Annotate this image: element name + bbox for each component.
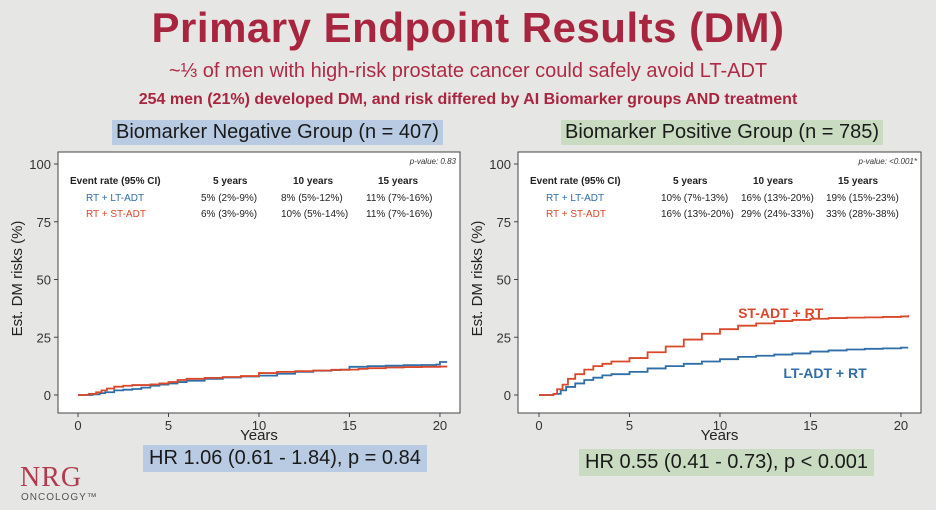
negative-group-label: Biomarker Negative Group (n = 407) [112,120,443,145]
table-cell: 11% (7%-16%) [366,193,433,204]
table-cell: 8% (5%-12%) [281,193,343,204]
x-tick-label: 10 [713,418,727,433]
table-header: 5 years [673,176,708,187]
y-tick-label: 75 [37,215,51,230]
negative-hr-label: HR 1.06 (0.61 - 1.84), p = 0.84 [143,445,427,472]
table-cell: 10% (7%-13%) [661,193,728,204]
table-cell: 16% (13%-20%) [661,209,734,220]
slide-title: Primary Endpoint Results (DM) [151,4,785,51]
table-header: 5 years [213,176,248,187]
series-annotation: ST-ADT + RT [738,305,824,321]
y-tick-label: 0 [504,388,511,403]
table-row-label: RT + LT-ADT [86,193,144,204]
x-tick-label: 15 [342,418,356,433]
table-cell: 19% (15%-23%) [826,193,899,204]
slide-subtitle-2: 254 men (21%) developed DM, and risk dif… [138,91,798,108]
table-row-label: RT + ST-ADT [546,209,606,220]
logo-subtext: ONCOLOGY™ [21,492,98,503]
y-axis-label: Est. DM risks (%) [9,221,26,337]
series-line [539,315,910,396]
x-tick-label: 5 [626,418,633,433]
plot-panel [57,151,461,414]
x-tick-label: 5 [165,418,172,433]
x-tick-label: 0 [74,418,81,433]
x-tick-label: 0 [535,418,542,433]
x-axis-label: Years [240,427,278,444]
series-annotation: LT-ADT + RT [783,365,867,381]
p-value-label: p-value: 0.83 [409,157,457,166]
y-axis-label: Est. DM risks (%) [469,221,486,337]
positive-group-label: Biomarker Positive Group (n = 785) [561,120,884,145]
table-cell: 5% (2%-9%) [201,193,257,204]
table-header: Event rate (95% CI) [530,176,621,187]
y-tick-label: 100 [29,157,51,172]
table-cell: 10% (5%-14%) [281,209,348,220]
table-header: 10 years [293,176,333,187]
series-line [539,346,909,396]
positive-hr-label: HR 0.55 (0.41 - 0.73), p < 0.001 [579,449,874,476]
y-tick-label: 50 [37,273,51,288]
p-value-label: p-value: <0.001* [858,157,918,166]
table-header: 10 years [753,176,793,187]
table-row-label: RT + LT-ADT [546,193,604,204]
x-tick-label: 10 [252,418,266,433]
table-cell: 11% (7%-16%) [366,209,433,220]
slide-subtitle: ~⅓ of men with high-risk prostate cancer… [168,60,768,82]
table-cell: 33% (28%-38%) [826,209,899,220]
table-header: 15 years [378,176,418,187]
table-cell: 29% (24%-33%) [741,209,814,220]
table-cell: 16% (13%-20%) [741,193,814,204]
logo-text: NRG [20,462,83,493]
y-tick-label: 0 [44,388,51,403]
x-tick-label: 20 [894,418,908,433]
x-tick-label: 15 [803,418,817,433]
series-line [78,365,448,396]
y-tick-label: 75 [497,215,511,230]
table-row-label: RT + ST-ADT [86,209,146,220]
x-tick-label: 20 [433,418,447,433]
x-axis-label: Years [701,427,739,444]
y-tick-label: 100 [489,157,511,172]
table-header: Event rate (95% CI) [70,176,161,187]
y-tick-label: 25 [497,330,511,345]
nrg-oncology-logo: NRG ONCOLOGY™ [20,462,140,506]
table-cell: 6% (3%-9%) [201,209,257,220]
y-tick-label: 25 [37,330,51,345]
y-tick-label: 50 [497,273,511,288]
table-header: 15 years [838,176,878,187]
